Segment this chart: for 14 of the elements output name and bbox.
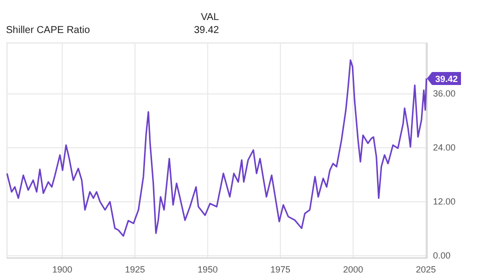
text: 39.42: [194, 25, 220, 36]
x-tick-label: 1900: [52, 264, 72, 274]
text: VAL: [200, 12, 220, 23]
chart-title: Shiller CAPE Ratio: [6, 25, 90, 36]
data-label: 39.42: [435, 74, 458, 84]
y-tick-label: 24.00: [433, 142, 456, 153]
y-tick-label: 12.00: [433, 196, 456, 207]
x-tick-label: 2000: [343, 264, 364, 274]
y-tick-label: 36.00: [433, 88, 456, 99]
x-tick-label: 1975: [270, 264, 290, 274]
x-tick-label: 2025: [416, 264, 436, 274]
y-tick-label: 0.00: [433, 250, 451, 261]
x-tick-label: 1925: [124, 264, 145, 274]
x-tick-label: 1950: [198, 264, 218, 274]
